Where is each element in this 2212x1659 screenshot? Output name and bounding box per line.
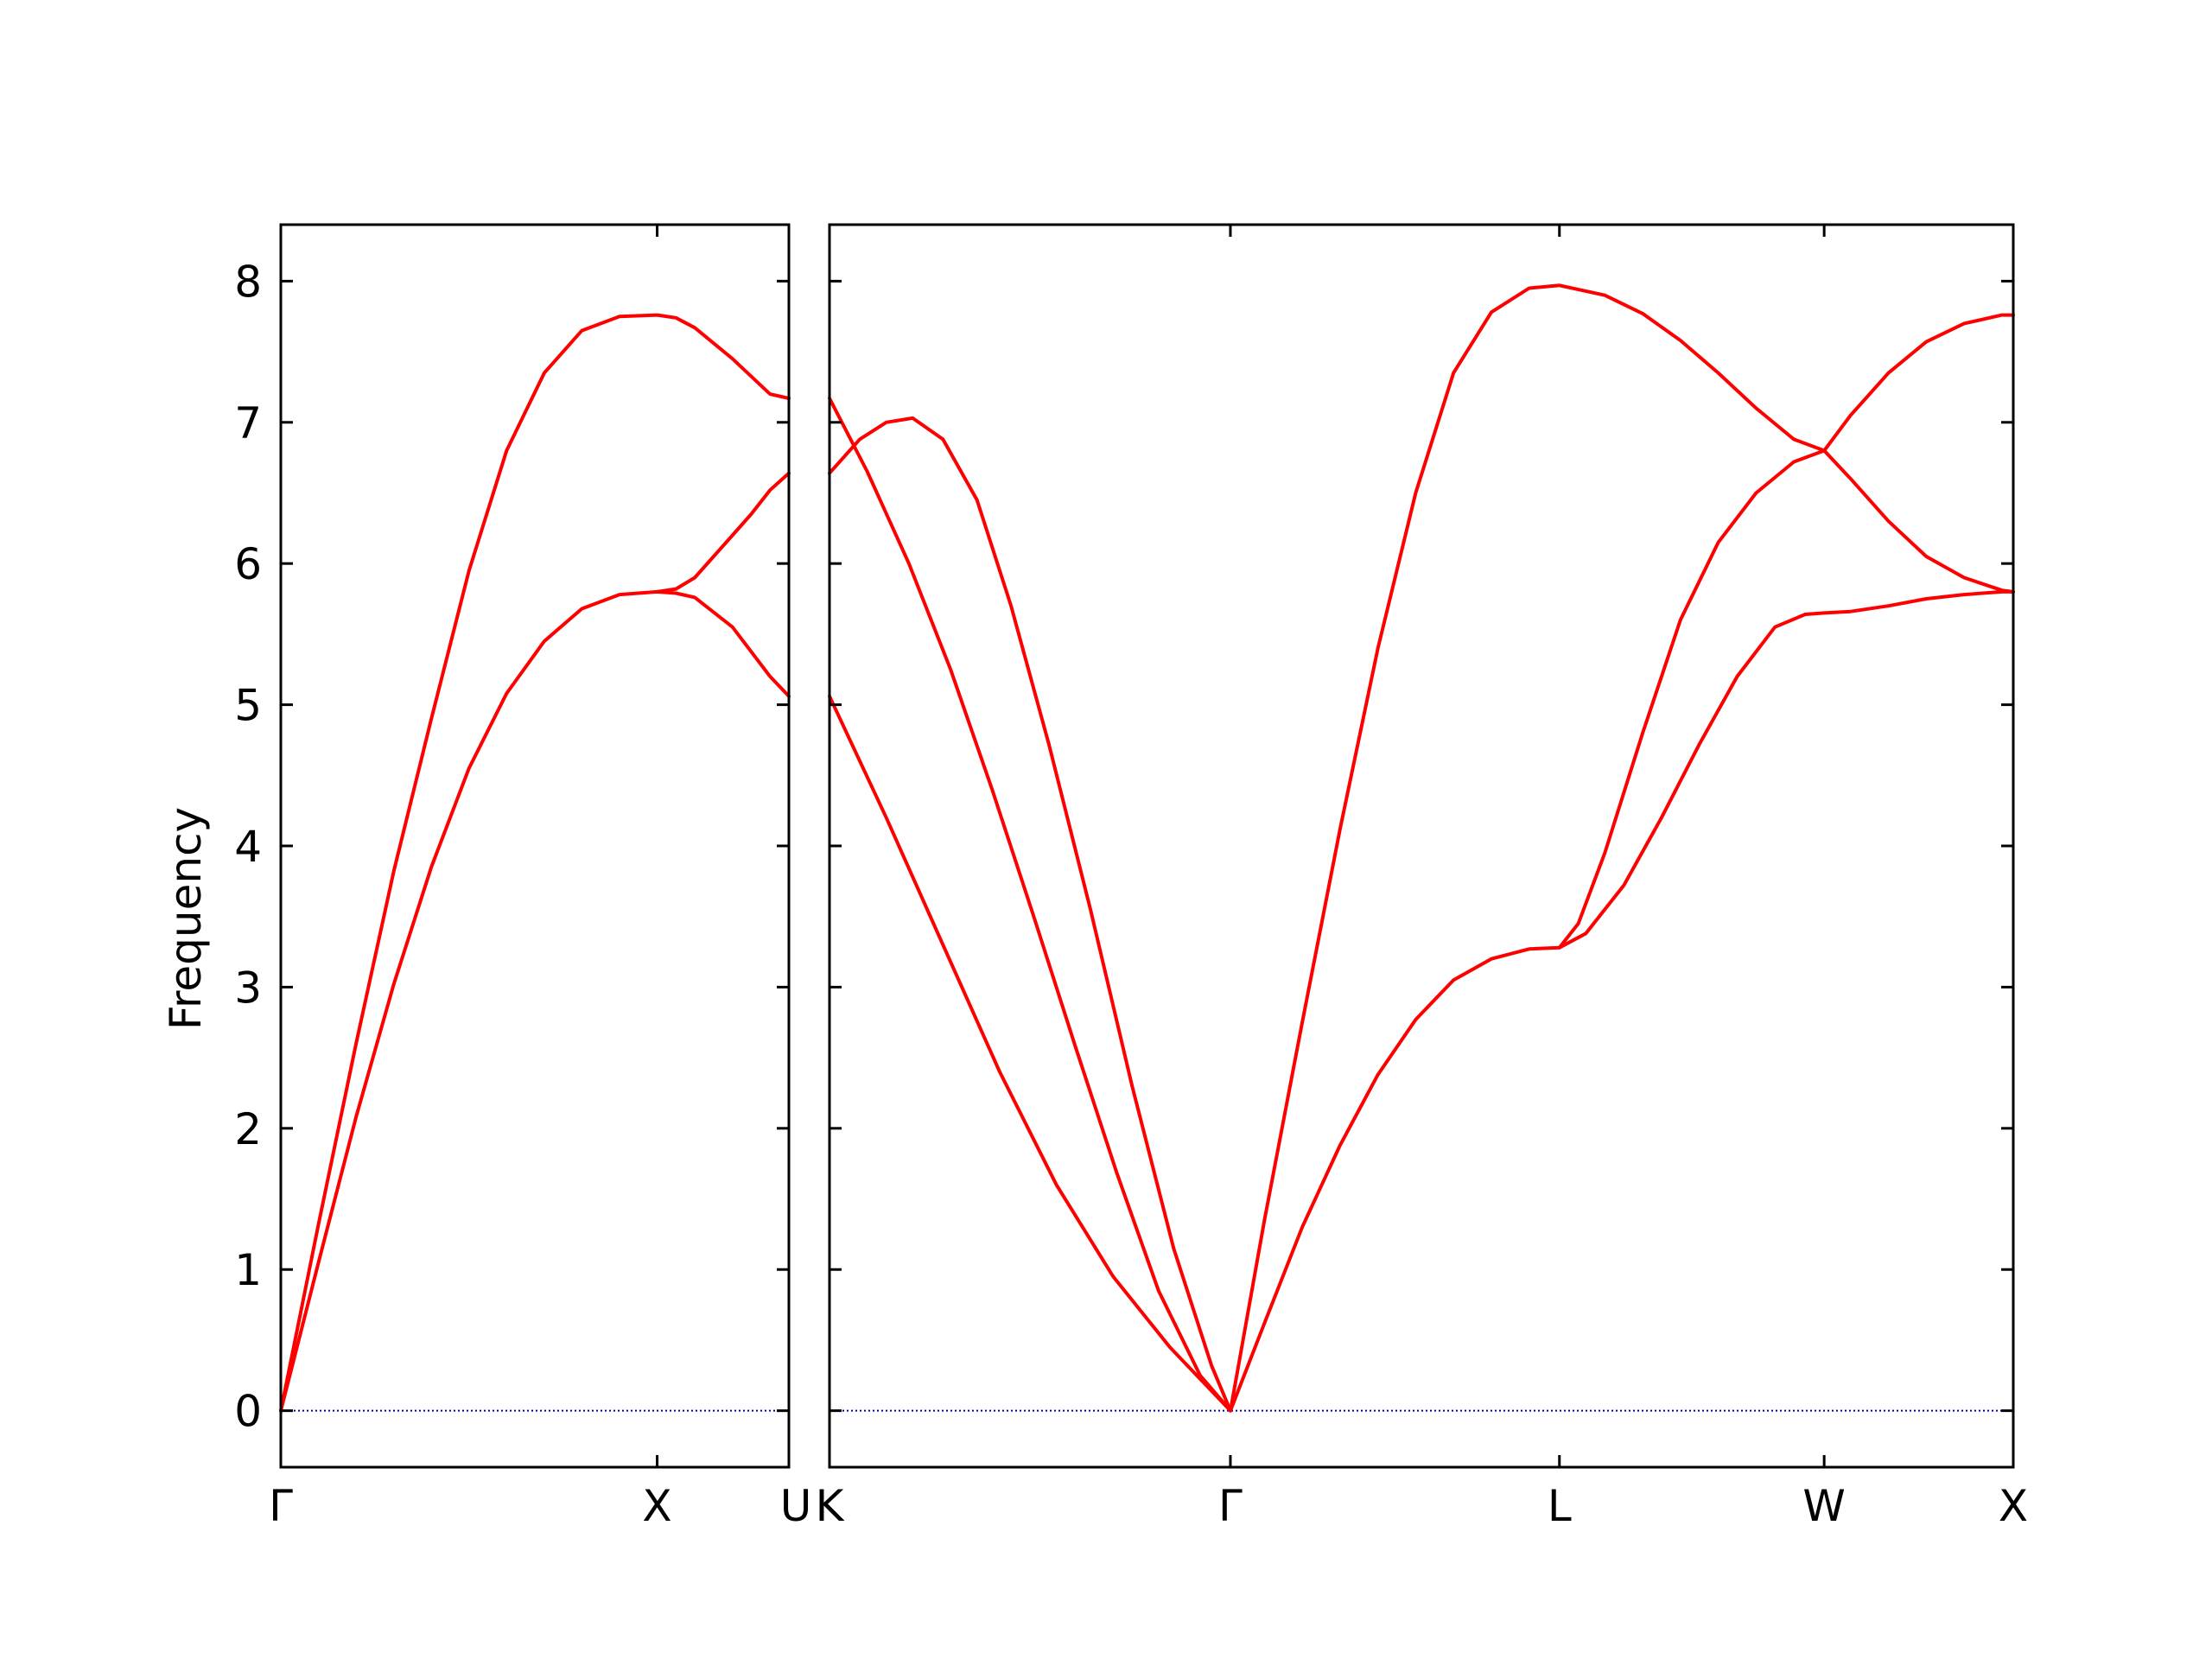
x-tick-label: U	[780, 1481, 812, 1531]
band-line-3	[655, 471, 791, 594]
y-tick-label: 8	[234, 257, 262, 307]
y-tick-label: 3	[234, 963, 262, 1013]
band-line-4	[1229, 283, 1827, 1413]
y-tick-label: 1	[234, 1245, 262, 1295]
band-line-1	[279, 313, 791, 1413]
x-tick-label: X	[642, 1481, 671, 1531]
band-line-5	[1229, 945, 1561, 1413]
y-tick-label: 0	[234, 1387, 262, 1437]
x-tick-label: Γ	[269, 1481, 293, 1531]
y-tick-label: 6	[234, 539, 262, 589]
band-line-2	[279, 589, 791, 1413]
x-tick-label: W	[1802, 1481, 1845, 1531]
y-tick-label: 4	[234, 822, 262, 872]
band-line-3	[828, 694, 1232, 1413]
y-tick-label: 5	[234, 681, 262, 731]
x-tick-label: K	[816, 1481, 845, 1531]
band-line-7	[1557, 589, 2015, 950]
x-tick-label: Γ	[1218, 1481, 1243, 1531]
y-tick-label: 7	[234, 398, 262, 448]
y-axis-label: Frequency	[161, 807, 211, 1030]
band-line-2	[828, 416, 1232, 1413]
band-line-1	[828, 397, 1232, 1413]
x-tick-label: L	[1548, 1481, 1572, 1531]
plot-frame	[828, 223, 2015, 1469]
x-tick-label: X	[1999, 1481, 2028, 1531]
y-tick-label: 2	[234, 1104, 262, 1154]
band-line-8	[1822, 448, 2015, 594]
left-panel: 0 1 2 3 4 5 6 7 8 Γ X U	[234, 223, 812, 1531]
band-line-6	[1557, 313, 2015, 950]
plot-frame	[279, 223, 791, 1469]
